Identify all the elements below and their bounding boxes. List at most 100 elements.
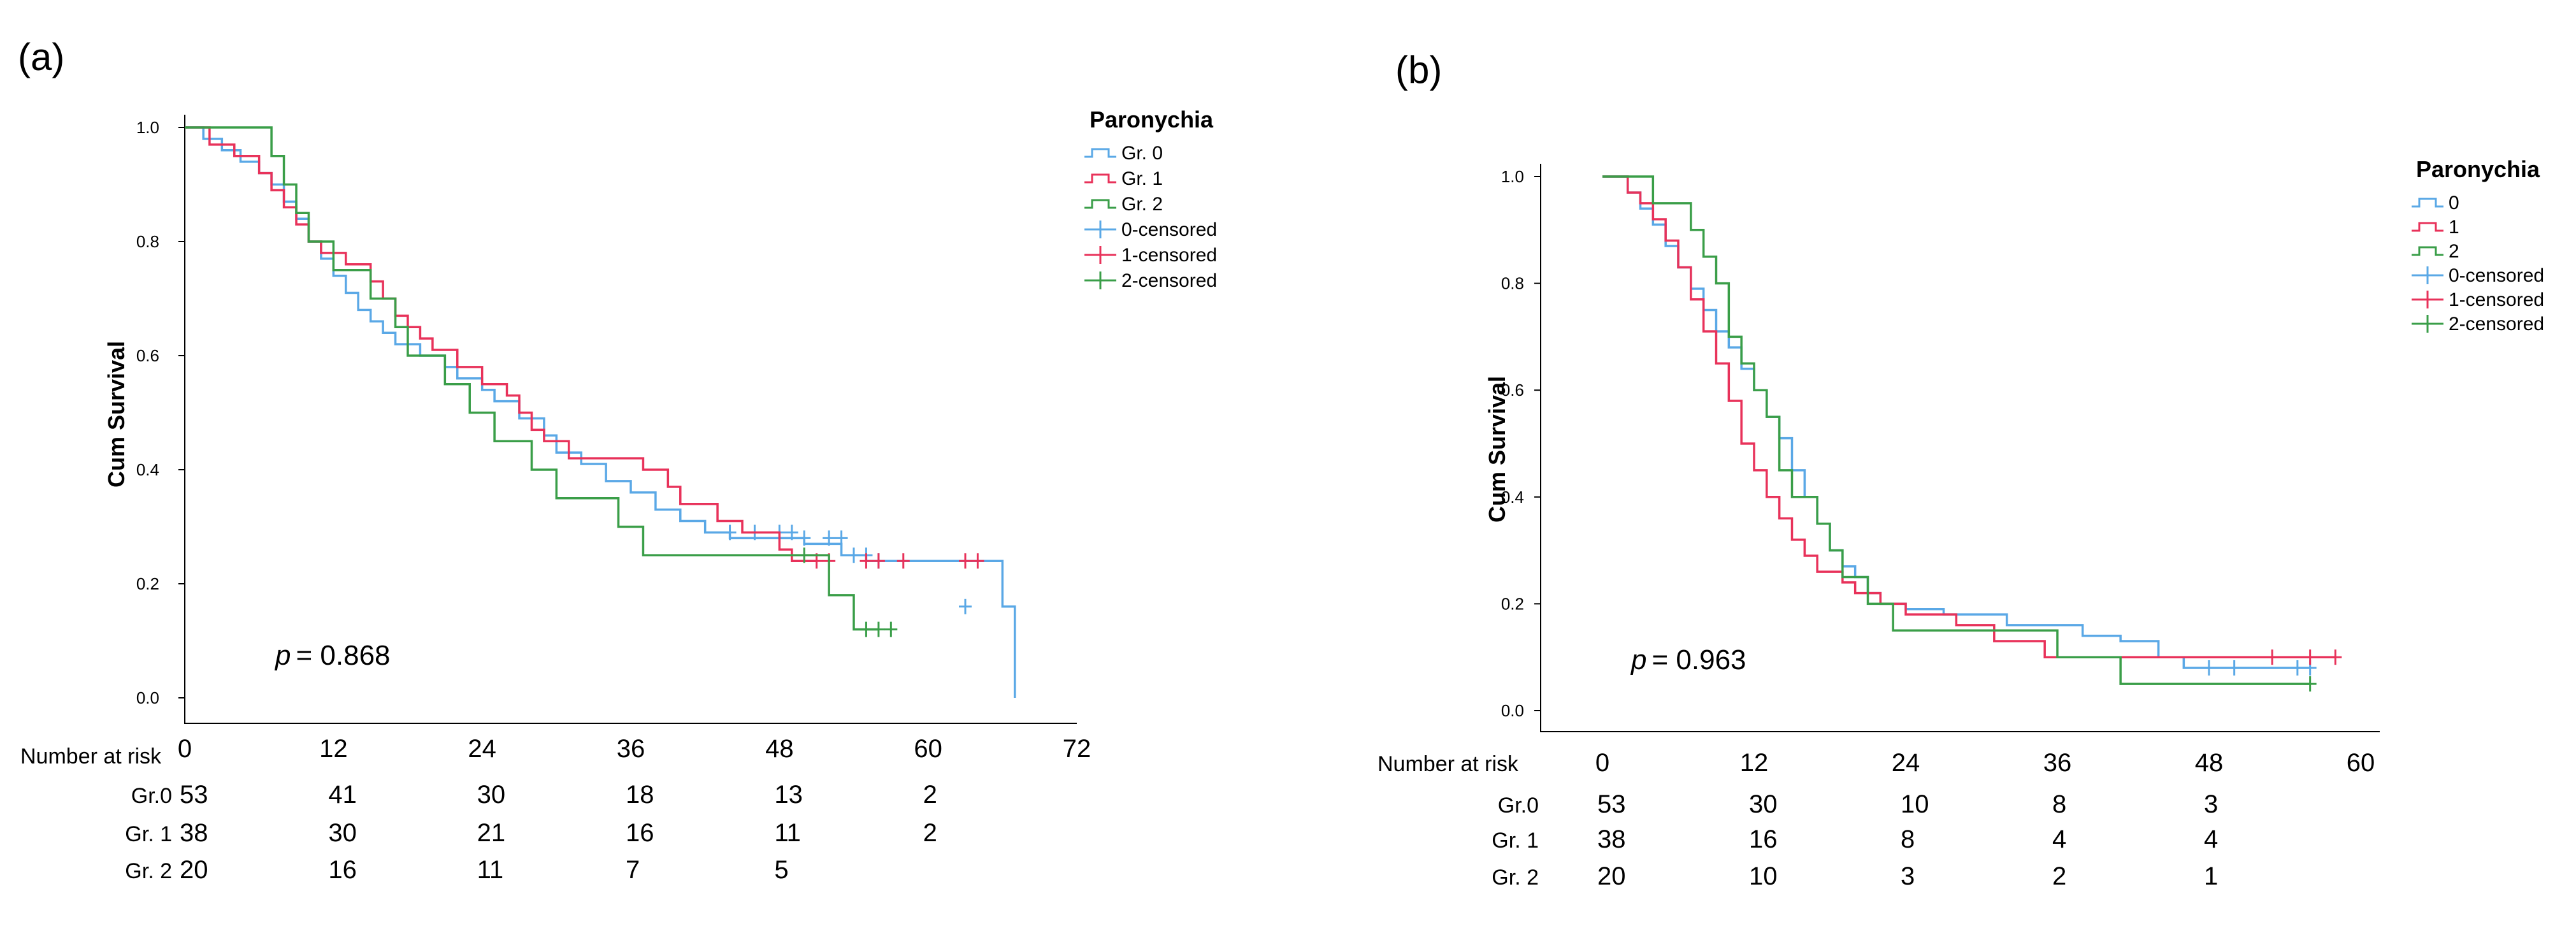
risk-row-label: Gr. 2 <box>125 859 172 883</box>
censor-mark-0 <box>2227 660 2241 676</box>
panel-a-risk-table: Gr.0 53 41 30 18 13 2 Gr. 1 38 30 21 16 11 2 Gr. 2 20 16… <box>125 781 937 884</box>
y-tick-label: 0.8 <box>136 232 159 251</box>
x-tick-label: 0 <box>1595 749 1609 777</box>
legend-item: Gr. 0 <box>1084 143 1163 164</box>
risk-cell: 4 <box>2204 825 2218 853</box>
censor-mark-1 <box>971 553 984 569</box>
censor-mark-0 <box>798 530 811 546</box>
legend-swatch-line <box>2412 198 2443 208</box>
panel-b-legend: 0 1 2 0-censored 1-censored 2-censored <box>2412 192 2544 335</box>
risk-cell: 8 <box>2052 790 2066 818</box>
x-tick-label: 48 <box>2195 749 2224 777</box>
legend-label: 0 <box>2449 192 2459 213</box>
risk-cell: 16 <box>1749 825 1778 853</box>
risk-cell: 10 <box>1901 790 1929 818</box>
legend-item: 1-censored <box>1084 245 1217 266</box>
legend-item: 2-censored <box>2412 314 2544 335</box>
risk-cell: 38 <box>1597 825 1626 853</box>
panel-b-label: (b) <box>1395 48 1442 91</box>
legend-item: Gr. 1 <box>1084 168 1163 189</box>
y-tick-label: 0.0 <box>1501 701 1524 720</box>
legend-label: 2 <box>2449 241 2459 262</box>
legend-item: 0 <box>2412 192 2459 213</box>
legend-item: 2-censored <box>1084 270 1217 291</box>
risk-row-label: Gr.0 <box>131 784 172 808</box>
risk-cell: 5 <box>774 856 788 884</box>
panel-a-risk-header: Number at risk <box>20 744 162 769</box>
legend-label: Gr. 1 <box>1121 168 1163 189</box>
risk-cell: 38 <box>180 819 208 847</box>
panel-b-axes <box>1540 164 2380 732</box>
legend-label: 1-censored <box>1121 245 1217 266</box>
legend-item: 1-censored <box>2412 289 2544 310</box>
censor-mark-2 <box>884 621 898 637</box>
legend-label: Gr. 0 <box>1121 143 1163 164</box>
panel-a-y-axis-label: Cum Survival <box>103 341 129 488</box>
risk-cell: 11 <box>774 819 801 847</box>
legend-item: 2 <box>2412 241 2459 262</box>
panel-a-p-label: p <box>274 640 291 671</box>
y-tick-label: 0.4 <box>1501 488 1524 507</box>
censor-mark-1 <box>872 553 885 569</box>
censor-mark-1 <box>860 553 873 569</box>
x-tick-label: 12 <box>1740 749 1769 777</box>
panel-a-legend: Gr. 0 Gr. 1 Gr. 2 0-censored 1-censored 2-cen… <box>1084 143 1217 291</box>
legend-item: Gr. 2 <box>1084 194 1163 215</box>
y-tick-label: 0.0 <box>136 688 159 707</box>
risk-cell: 20 <box>180 856 208 884</box>
panel-a-label: (a) <box>18 36 64 78</box>
risk-cell: 3 <box>2204 790 2218 818</box>
x-tick-label: 60 <box>2347 749 2375 777</box>
censor-mark-0 <box>2291 660 2304 676</box>
censor-mark-1 <box>2329 649 2342 665</box>
panel-b-p-label: p <box>1630 644 1646 676</box>
risk-cell: 8 <box>1901 825 1915 853</box>
risk-cell: 30 <box>1749 790 1778 818</box>
x-tick-label: 24 <box>468 735 496 763</box>
risk-cell: 53 <box>1597 790 1626 818</box>
risk-cell: 2 <box>923 781 937 809</box>
y-tick-label: 0.4 <box>136 460 159 479</box>
panel-a-p-value: p = 0.868 <box>274 640 391 671</box>
censor-mark-0 <box>785 524 798 540</box>
legend-item: 1 <box>2412 217 2459 238</box>
legend-item: 0-censored <box>2412 265 2544 286</box>
legend-label: 2-censored <box>1121 270 1217 291</box>
series-curve-2 <box>185 126 879 631</box>
risk-cell: 30 <box>328 819 357 847</box>
series-curve-1 <box>1602 175 2336 658</box>
panel-b-p-number: = 0.963 <box>1651 644 1746 676</box>
risk-cell: 1 <box>2204 862 2218 890</box>
risk-cell: 3 <box>1901 862 1915 890</box>
x-tick-label: 12 <box>319 735 348 763</box>
x-tick-label: 0 <box>178 735 192 763</box>
legend-label: 2-censored <box>2449 314 2544 335</box>
x-tick-label: 72 <box>1063 735 1091 763</box>
panel-a-axes <box>184 115 1077 724</box>
risk-cell: 30 <box>477 781 506 809</box>
x-tick-label: 48 <box>765 735 794 763</box>
censor-mark-2 <box>2303 676 2317 692</box>
legend-swatch-line <box>1084 199 1116 209</box>
legend-swatch-line <box>2412 246 2443 256</box>
legend-item: 0-censored <box>1084 219 1217 240</box>
x-tick-label: 36 <box>2043 749 2072 777</box>
legend-label: 0-censored <box>2449 265 2544 286</box>
risk-cell: 21 <box>477 819 506 847</box>
risk-cell: 41 <box>328 781 357 809</box>
legend-label: 0-censored <box>1121 219 1217 240</box>
legend-swatch-line <box>2412 222 2443 232</box>
censor-mark-0 <box>959 598 972 614</box>
panel-b-y-axis-label: Cum Survival <box>1484 376 1510 523</box>
panel-b-p-value: p = 0.963 <box>1630 644 1746 676</box>
risk-cell: 7 <box>626 856 640 884</box>
y-tick-label: 0.8 <box>1501 274 1524 293</box>
risk-row-label: Gr. 2 <box>1492 865 1539 890</box>
panel-a: (a) 0.00.20.40.60.81.00 12 24 36 48 60 72 Cum … <box>18 36 1217 884</box>
risk-cell: 2 <box>2052 862 2066 890</box>
panel-b-plot: 0.0 0.2 0.4 0.6 0.8 1.0 0 12 24 36 48 60 <box>1501 164 2380 777</box>
legend-label: 1 <box>2449 217 2459 238</box>
risk-row-label: Gr. 1 <box>1492 828 1539 853</box>
x-tick-label: 60 <box>914 735 942 763</box>
